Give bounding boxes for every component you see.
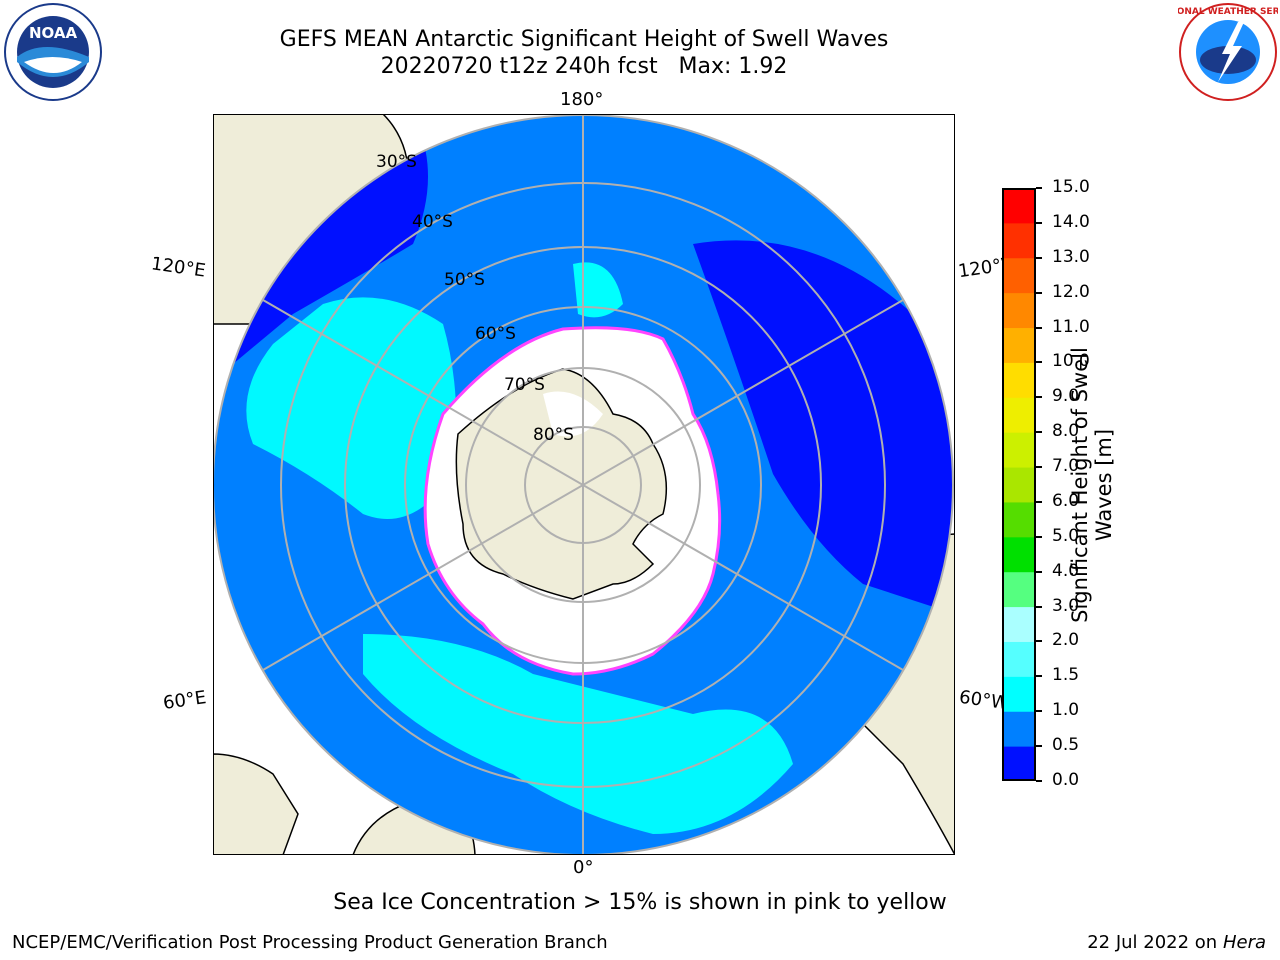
polar-map [213,114,955,855]
lat-label-40s: 40°S [412,212,453,232]
colorbar-bin [1002,501,1036,538]
colorbar-tick-mark [1036,605,1042,608]
colorbar [1002,188,1036,781]
nws-logo-icon: NATIONAL WEATHER SERVICE [1178,3,1278,101]
colorbar-tick-label: 5.0 [1052,525,1080,546]
land-africa [213,753,299,855]
colorbar-bin [1002,222,1036,259]
meridian-60e-120w [262,299,904,671]
colorbar-tick-mark [1036,535,1042,538]
colorbar-bin [1002,327,1036,363]
lon-label-0: 0° [573,857,594,878]
colorbar-bin [1002,676,1036,712]
colorbar-tick-mark [1036,466,1042,469]
colorbar-tick-label: 13.0 [1052,246,1090,267]
colorbar-tick-label: 9.0 [1052,386,1080,407]
colorbar-tick-label: 8.0 [1052,421,1080,442]
colorbar-bin [1002,467,1036,503]
sea-ice-note: Sea Ice Concentration > 15% is shown in … [333,890,947,915]
colorbar-tick-label: 2.0 [1052,630,1080,651]
colorbar-tick-mark [1036,640,1042,643]
colorbar-tick-mark [1036,291,1042,294]
colorbar-tick-label: 4.0 [1052,560,1080,581]
lat-label-30s: 30°S [376,152,417,172]
colorbar-tick-label: 1.5 [1052,665,1080,686]
colorbar-tick-label: 0.5 [1052,735,1080,756]
colorbar-tick-mark [1036,326,1042,329]
colorbar-bin [1002,292,1036,329]
lat-label-50s: 50°S [444,270,485,290]
lon-label-60e: 60°E [161,687,208,714]
swell-high-region-2 [363,634,793,834]
date-text: 22 Jul 2022 on [1087,932,1223,953]
credit-text: NCEP/EMC/Verification Post Processing Pr… [12,932,608,953]
colorbar-bin [1002,641,1036,677]
colorbar-bin [1002,711,1036,747]
land-ross-ice [543,391,603,437]
lat-label-80s: 80°S [533,425,574,445]
swell-high-region-3 [573,262,623,318]
swell-low-region [693,240,953,614]
lon-label-180: 180° [560,89,604,110]
colorbar-tick-label: 1.0 [1052,700,1080,721]
colorbar-bin [1002,606,1036,642]
colorbar-tick-mark [1036,570,1042,573]
colorbar-bin [1002,257,1036,294]
host-text: Hera [1222,932,1266,953]
colorbar-tick-label: 3.0 [1052,595,1080,616]
colorbar-tick-label: 10.0 [1052,351,1090,372]
lat-label-60s: 60°S [475,324,516,344]
colorbar-bin [1002,397,1036,433]
colorbar-bin [1002,432,1036,468]
colorbar-tick-mark [1036,187,1042,189]
colorbar-title: Significant Height of Swell Waves [m] [1068,347,1116,623]
colorbar-bin [1002,536,1036,573]
colorbar-bin [1002,571,1036,608]
nws-logo-text: NATIONAL WEATHER SERVICE [1178,7,1278,17]
colorbar-tick-mark [1036,221,1042,224]
colorbar-bin [1002,188,1036,224]
land-antarctica [455,368,668,600]
date-stamp: 22 Jul 2022 on Hera [1087,932,1266,953]
colorbar-tick-label: 7.0 [1052,456,1080,477]
colorbar-bin [1002,362,1036,398]
colorbar-tick-mark [1036,361,1042,364]
colorbar-tick-mark [1036,675,1042,678]
colorbar-tick-label: 0.0 [1052,770,1080,790]
colorbar-tick-mark [1036,256,1042,259]
chart-title: GEFS MEAN Antarctic Significant Height o… [279,27,889,52]
noaa-logo-text: NOAA [29,24,78,42]
colorbar-tick-label: 12.0 [1052,281,1090,302]
colorbar-tick-mark [1036,745,1042,748]
colorbar-tick-mark [1036,431,1042,434]
noaa-logo-icon: NOAA [4,3,102,101]
lon-label-120e: 120°E [149,253,207,282]
chart-subtitle: 20220720 t12z 240h fcst Max: 1.92 [380,54,788,79]
colorbar-tick-label: 15.0 [1052,177,1090,197]
lat-label-70s: 70°S [504,375,545,395]
colorbar-tick-label: 11.0 [1052,316,1090,337]
swell-high-region [246,297,457,519]
colorbar-tick-mark [1036,780,1042,782]
colorbar-tick-mark [1036,500,1042,503]
colorbar-frame [1002,188,1036,781]
colorbar-tick-label: 14.0 [1052,211,1090,232]
colorbar-tick-mark [1036,396,1042,399]
colorbar-tick-mark [1036,710,1042,713]
colorbar-bin [1002,746,1036,781]
colorbar-tick-label: 6.0 [1052,490,1080,511]
